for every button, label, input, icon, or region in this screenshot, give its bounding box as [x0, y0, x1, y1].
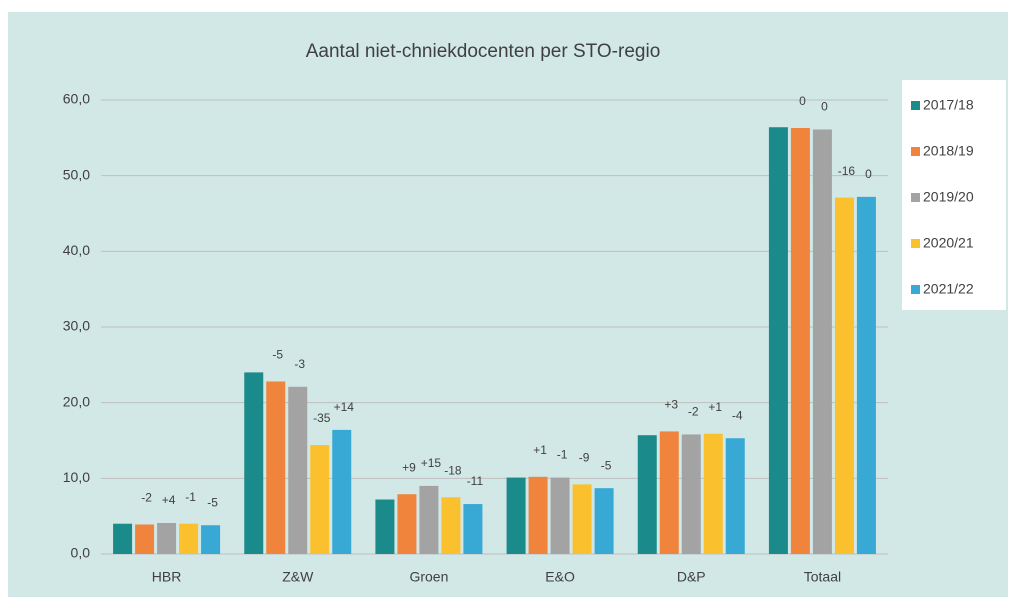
- bar: [397, 494, 417, 554]
- bar: [528, 476, 548, 554]
- bar: [703, 433, 723, 554]
- data-label: -1: [557, 448, 568, 462]
- bar: [113, 523, 133, 554]
- bar: [637, 435, 657, 554]
- bar: [790, 127, 810, 554]
- bar: [463, 504, 483, 554]
- data-label: -2: [688, 405, 699, 419]
- legend-label: 2020/21: [923, 235, 974, 251]
- bar: [201, 525, 221, 554]
- bar: [135, 524, 155, 554]
- bar: [288, 386, 308, 554]
- y-tick-label: 10,0: [63, 469, 90, 485]
- bar: [550, 477, 570, 554]
- data-label: 0: [799, 94, 806, 108]
- bar: [506, 477, 526, 554]
- chart-title: Aantal niet-chniekdocenten per STO-regio: [306, 41, 661, 62]
- x-tick-label: Z&W: [282, 569, 314, 585]
- legend-swatch: [911, 147, 920, 156]
- data-label: -3: [294, 357, 305, 371]
- y-tick-label: 0,0: [71, 545, 91, 561]
- legend-swatch: [911, 193, 920, 202]
- data-label: +1: [708, 400, 722, 414]
- y-tick-label: 30,0: [63, 318, 90, 334]
- x-tick-label: D&P: [677, 569, 706, 585]
- bar: [157, 522, 177, 554]
- legend-label: 2021/22: [923, 281, 974, 297]
- data-label: -16: [838, 164, 856, 178]
- bar: [856, 196, 876, 554]
- data-label: -5: [601, 458, 612, 472]
- legend-label: 2017/18: [923, 97, 974, 113]
- bar: [244, 372, 264, 554]
- data-label: -18: [444, 463, 462, 477]
- y-tick-label: 20,0: [63, 393, 90, 409]
- legend-label: 2019/20: [923, 189, 974, 205]
- bar: [419, 485, 439, 554]
- bar: [659, 431, 679, 554]
- legend-swatch: [911, 285, 920, 294]
- data-label: +4: [162, 493, 176, 507]
- data-label: -5: [272, 348, 283, 362]
- data-label: -9: [579, 451, 590, 465]
- data-label: +9: [402, 460, 416, 474]
- legend-swatch: [911, 101, 920, 110]
- data-label: -35: [313, 411, 331, 425]
- x-tick-label: HBR: [152, 569, 182, 585]
- x-tick-label: E&O: [545, 569, 575, 585]
- bar: [332, 429, 352, 554]
- bar: [310, 445, 330, 554]
- bar: [812, 129, 832, 554]
- data-label: -5: [207, 495, 218, 509]
- bar: [572, 484, 592, 554]
- data-label: 0: [865, 167, 872, 181]
- bar: [441, 497, 461, 554]
- bar: [768, 127, 788, 555]
- data-label: +3: [664, 398, 678, 412]
- bar: [266, 381, 286, 554]
- data-label: -1: [185, 490, 196, 504]
- x-tick-label: Totaal: [804, 569, 841, 585]
- bar: [834, 197, 854, 555]
- data-label: -2: [141, 491, 152, 505]
- data-label: +15: [421, 456, 442, 470]
- data-label: +1: [533, 443, 547, 457]
- data-label: -4: [732, 408, 743, 422]
- x-tick-label: Groen: [409, 569, 448, 585]
- y-tick-label: 40,0: [63, 242, 90, 258]
- bar: [179, 523, 199, 554]
- bar: [725, 438, 745, 554]
- bar: [594, 488, 614, 554]
- legend-swatch: [911, 239, 920, 248]
- y-tick-label: 60,0: [63, 91, 90, 107]
- bar: [375, 499, 395, 554]
- legend-label: 2018/19: [923, 143, 974, 159]
- y-tick-label: 50,0: [63, 166, 90, 182]
- data-label: -11: [467, 474, 484, 488]
- bar: [681, 434, 701, 554]
- data-label: +14: [334, 400, 355, 414]
- data-label: 0: [821, 100, 828, 114]
